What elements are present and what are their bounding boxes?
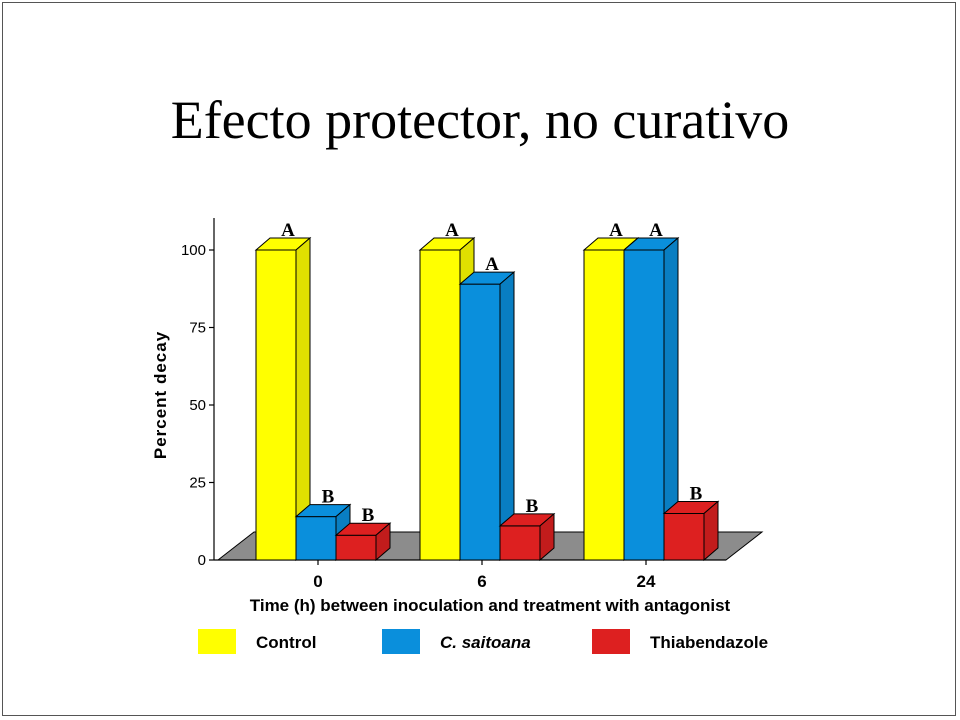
bar-front [663,513,705,561]
bar-front [499,525,541,561]
bar [662,500,720,562]
slide-title: Efecto protector, no curativo [170,90,790,150]
y-tick-label: 25 [189,475,206,492]
y-tick-label: 0 [198,552,206,569]
bar [498,512,556,562]
chart-significance-letters: A B B A A B A A B [281,220,703,526]
legend-entry: Thiabendazole [592,629,768,654]
bar [334,522,392,562]
significance-letter: B [690,484,703,505]
significance-letter: A [649,220,663,241]
bar-front [255,249,297,561]
significance-letter: A [281,220,295,241]
y-tick-label: 100 [181,242,206,259]
chart-labels: 0 6 24 Time (h) between inoculation and tre… [151,331,731,615]
x-tick-label: 24 [637,572,656,591]
legend-label: Control [256,633,316,652]
bar [622,236,680,562]
bar-front [623,249,665,561]
significance-letter: B [362,505,375,526]
bar-front [295,516,337,561]
bar-side [703,500,719,562]
bar-front [583,249,625,561]
significance-letter: A [609,220,623,241]
significance-letter: A [445,220,459,241]
x-tick-label: 6 [477,572,486,591]
bar-side [539,512,555,562]
x-tick-label: 0 [313,572,322,591]
significance-letter: B [322,487,335,508]
bar-front [419,249,461,561]
legend-label: Thiabendazole [650,633,768,652]
chart-legend: Control C. saitoana Thiabendazole [198,629,768,654]
bar [458,271,516,562]
legend-swatch [382,629,420,654]
legend-entry: Control [198,629,316,654]
x-axis-title: Time (h) between inoculation and treatme… [250,596,731,615]
bar-front [459,283,501,561]
significance-letter: B [526,496,539,517]
y-tick-label: 50 [189,397,206,414]
y-axis-title: Percent decay [151,331,170,459]
bar-front [335,534,377,561]
significance-letter: A [485,254,499,275]
legend-swatch [198,629,236,654]
chart-bars [254,236,720,562]
bar [254,236,312,562]
legend-swatch [592,629,630,654]
legend-entry: C. saitoana [382,629,531,654]
bar-side [375,522,391,562]
y-tick-label: 75 [189,320,206,337]
legend-label: C. saitoana [440,633,531,652]
